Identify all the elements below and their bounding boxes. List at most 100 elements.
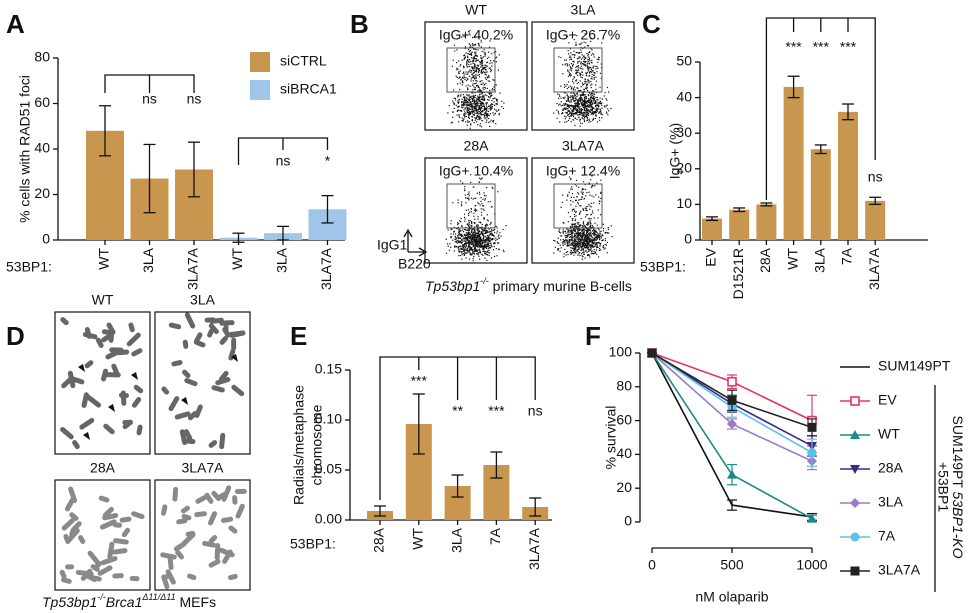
flow-dot	[472, 89, 474, 91]
flow-dot	[581, 192, 583, 195]
flow-dot	[490, 106, 492, 109]
flow-dot	[568, 232, 570, 234]
flow-dot	[463, 97, 465, 99]
flow-dot	[471, 100, 473, 103]
flow-dot	[599, 86, 601, 88]
flow-dot	[470, 235, 473, 237]
flow-dot	[593, 232, 595, 235]
flow-dot	[575, 51, 577, 54]
flow-dot	[579, 239, 581, 242]
flow-dot	[590, 108, 592, 111]
flow-dot	[585, 97, 587, 100]
flow-dot	[575, 235, 577, 237]
panel-letter: A	[6, 9, 25, 39]
flow-dot	[475, 233, 477, 235]
flow-dot	[581, 242, 583, 244]
legend-label: siBRCA1	[280, 81, 337, 97]
flow-dot	[577, 81, 580, 84]
x-tick-label: 3LA	[140, 247, 156, 273]
flow-dot	[466, 100, 468, 102]
flow-dot	[480, 233, 482, 235]
flow-dot	[593, 54, 595, 56]
y-axis-label: % survival	[603, 406, 619, 470]
flow-dot	[557, 249, 559, 251]
flow-dot	[476, 192, 478, 194]
flow-dot	[577, 61, 579, 63]
flow-dot	[469, 252, 471, 254]
flow-dot	[570, 179, 572, 181]
bar	[810, 149, 831, 240]
flow-dot	[486, 57, 488, 60]
flow-dot	[462, 104, 464, 106]
flow-dot	[579, 100, 582, 102]
flow-dot	[577, 225, 579, 228]
flow-dot	[483, 205, 485, 207]
flow-dot	[592, 113, 594, 116]
flow-dot	[480, 90, 482, 92]
flow-dot	[583, 88, 585, 91]
flow-dot	[572, 232, 574, 234]
flow-dot	[593, 241, 595, 244]
flow-dot	[589, 101, 592, 103]
flow-dot	[471, 254, 473, 256]
flow-dot	[467, 209, 469, 211]
y-tick-label: 80	[34, 49, 50, 65]
flow-dot	[599, 30, 601, 32]
flow-dot	[583, 237, 585, 239]
flow-dot	[456, 69, 458, 71]
chromosome	[234, 488, 247, 495]
flow-dot	[464, 97, 466, 99]
flow-dot	[569, 85, 571, 87]
flow-dot	[578, 253, 580, 255]
flow-dot	[590, 40, 592, 42]
flow-dot	[468, 97, 471, 99]
flow-dot	[461, 241, 463, 243]
flow-dot	[589, 256, 591, 258]
flow-dot	[573, 53, 575, 56]
flow-dot	[484, 226, 487, 228]
error-bar	[490, 451, 503, 479]
marker	[850, 430, 860, 439]
flow-dot	[560, 85, 562, 87]
flow-dot	[466, 197, 468, 200]
x-tick-label: 7A	[487, 527, 503, 545]
image-label: 3LA7A	[181, 460, 224, 476]
flow-dot	[584, 56, 586, 59]
y-tick-label: 0.00	[315, 511, 342, 527]
flow-dot	[482, 56, 484, 58]
flow-dot	[480, 200, 482, 202]
flow-dot	[570, 92, 572, 94]
flow-dot	[586, 103, 588, 105]
flow-dot	[585, 72, 587, 74]
flow-dot	[590, 244, 592, 247]
flow-dot	[476, 98, 478, 100]
significance: ns	[187, 91, 202, 107]
flow-dot	[478, 117, 480, 120]
significance: ***	[488, 403, 505, 419]
flow-dot	[486, 119, 488, 121]
flow-dot	[590, 61, 593, 64]
flow-dot	[460, 79, 462, 81]
flow-dot	[457, 96, 459, 98]
flow-dot	[557, 237, 559, 239]
flow-dot	[600, 197, 602, 200]
flow-dot	[491, 206, 493, 208]
flow-dot	[580, 101, 582, 103]
plot-frame	[531, 157, 635, 264]
chromosome	[160, 552, 177, 560]
flow-dot	[470, 238, 472, 240]
flow-dot	[593, 112, 596, 114]
flow-dot	[594, 229, 596, 231]
flow-dot	[585, 110, 587, 112]
flow-dot	[479, 111, 482, 113]
flow-dot	[484, 246, 486, 248]
flow-dot	[492, 98, 494, 100]
flow-dot	[584, 229, 586, 231]
gate	[446, 183, 496, 229]
flow-dot	[570, 204, 572, 206]
flow-dot	[594, 239, 596, 241]
flow-dot	[592, 118, 594, 121]
flow-dot	[597, 235, 600, 237]
flow-dot	[468, 111, 470, 113]
flow-dot	[603, 95, 605, 97]
